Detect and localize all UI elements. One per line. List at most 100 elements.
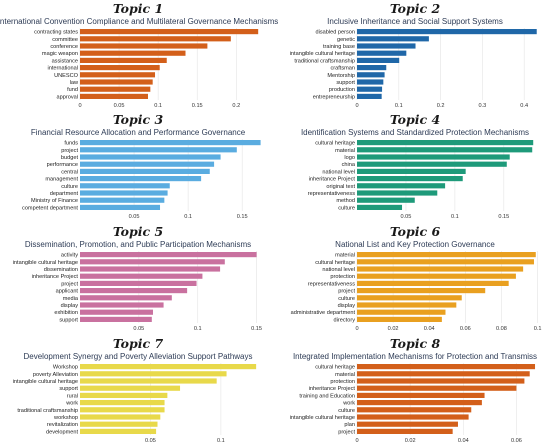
category-label: intangible cultural heritage — [290, 51, 355, 57]
category-label: magic weapon — [42, 51, 78, 57]
x-tick-label: 0.15 — [251, 326, 262, 332]
bar — [357, 316, 442, 322]
category-label: inheritance Project — [309, 386, 356, 392]
bar — [80, 414, 161, 420]
category-label: cultural heritage — [315, 365, 355, 371]
category-label: intangible cultural heritage — [13, 260, 78, 266]
category-label: approval — [57, 94, 78, 100]
x-tick-label: 0 — [355, 326, 358, 332]
bar — [80, 295, 172, 301]
x-tick-label: 0.15 — [237, 214, 248, 220]
category-label: work — [342, 401, 355, 407]
bar — [357, 252, 536, 258]
bar — [80, 252, 257, 258]
x-tick-label: 0.06 — [460, 326, 471, 332]
bar — [357, 79, 384, 85]
category-label: workshop — [53, 415, 78, 421]
chart-title: Topic 8 — [390, 336, 441, 351]
bar — [357, 29, 537, 35]
bar — [357, 371, 530, 377]
bar — [80, 43, 208, 49]
x-tick-label: 0.02 — [388, 326, 399, 332]
x-tick-label: 0.2 — [232, 103, 240, 109]
bar — [80, 288, 188, 294]
bar — [80, 93, 148, 99]
category-label: national level — [322, 169, 355, 175]
x-tick-label: 0.3 — [479, 103, 487, 109]
category-label: plan — [344, 422, 355, 428]
category-label: Ministry of Finance — [31, 198, 78, 204]
x-tick-label: 0 — [355, 438, 358, 444]
category-label: applicant — [56, 289, 79, 295]
bar — [357, 93, 382, 99]
category-label: representativeness — [308, 191, 355, 197]
category-label: cultural heritage — [315, 260, 355, 266]
chart-subtitle: Inclusive Inheritance and Social Support… — [327, 17, 503, 26]
bar — [80, 140, 261, 146]
category-label: display — [61, 303, 79, 309]
category-label: activity — [61, 253, 78, 259]
category-label: UNESCO — [54, 73, 79, 79]
category-label: display — [338, 303, 356, 309]
bar — [357, 176, 463, 182]
bar — [80, 197, 165, 203]
x-tick-label: 0.08 — [496, 326, 507, 332]
bar — [357, 280, 509, 286]
bar — [357, 57, 400, 63]
category-label: original text — [326, 184, 355, 190]
category-label: china — [342, 162, 356, 168]
category-label: training base — [323, 44, 355, 50]
bar — [80, 378, 217, 384]
chart-subtitle: Dissemination, Promotion, and Public Par… — [25, 240, 251, 249]
bar — [357, 36, 429, 42]
x-tick-label: 0.1 — [217, 438, 225, 444]
category-label: method — [336, 198, 355, 204]
category-label: traditional craftsmanship — [294, 58, 355, 64]
category-label: culture — [338, 408, 355, 414]
category-label: project — [61, 148, 78, 154]
bar — [80, 204, 161, 210]
x-tick-label: 0 — [355, 103, 358, 109]
category-label: conference — [50, 44, 78, 50]
bar — [357, 183, 446, 189]
bar — [357, 302, 457, 308]
bar — [80, 421, 158, 427]
category-label: intangible cultural heritage — [290, 415, 355, 421]
category-label: media — [63, 296, 79, 302]
category-label: support — [59, 386, 78, 392]
bar — [80, 385, 181, 391]
bar — [80, 168, 210, 174]
x-tick-label: 0.04 — [424, 326, 435, 332]
category-label: national level — [322, 267, 355, 273]
category-label: work — [65, 401, 78, 407]
x-tick-label: 0.1 — [534, 326, 542, 332]
x-tick-label: 0.15 — [498, 214, 509, 220]
bar — [357, 259, 534, 265]
category-label: training and Education — [299, 393, 355, 399]
category-label: committee — [52, 37, 78, 43]
bar — [80, 407, 165, 413]
category-label: poverty Alleviation — [33, 372, 78, 378]
bar — [80, 57, 167, 63]
category-label: directory — [334, 317, 356, 323]
bar — [357, 197, 415, 203]
x-tick-label: 0.1 — [184, 214, 192, 220]
x-tick-label: 0.05 — [133, 326, 144, 332]
category-label: revitalization — [47, 422, 78, 428]
category-label: exhibition — [54, 310, 78, 316]
bar — [80, 65, 160, 71]
category-label: Workshop — [53, 365, 78, 371]
category-label: protection — [330, 379, 355, 385]
category-label: support — [59, 317, 78, 323]
chart-title: Topic 2 — [390, 1, 441, 16]
bar — [80, 154, 221, 160]
category-label: inheritance Project — [309, 177, 356, 183]
chart-title: Topic 5 — [113, 224, 163, 239]
bar — [357, 364, 536, 370]
bar — [357, 168, 466, 174]
